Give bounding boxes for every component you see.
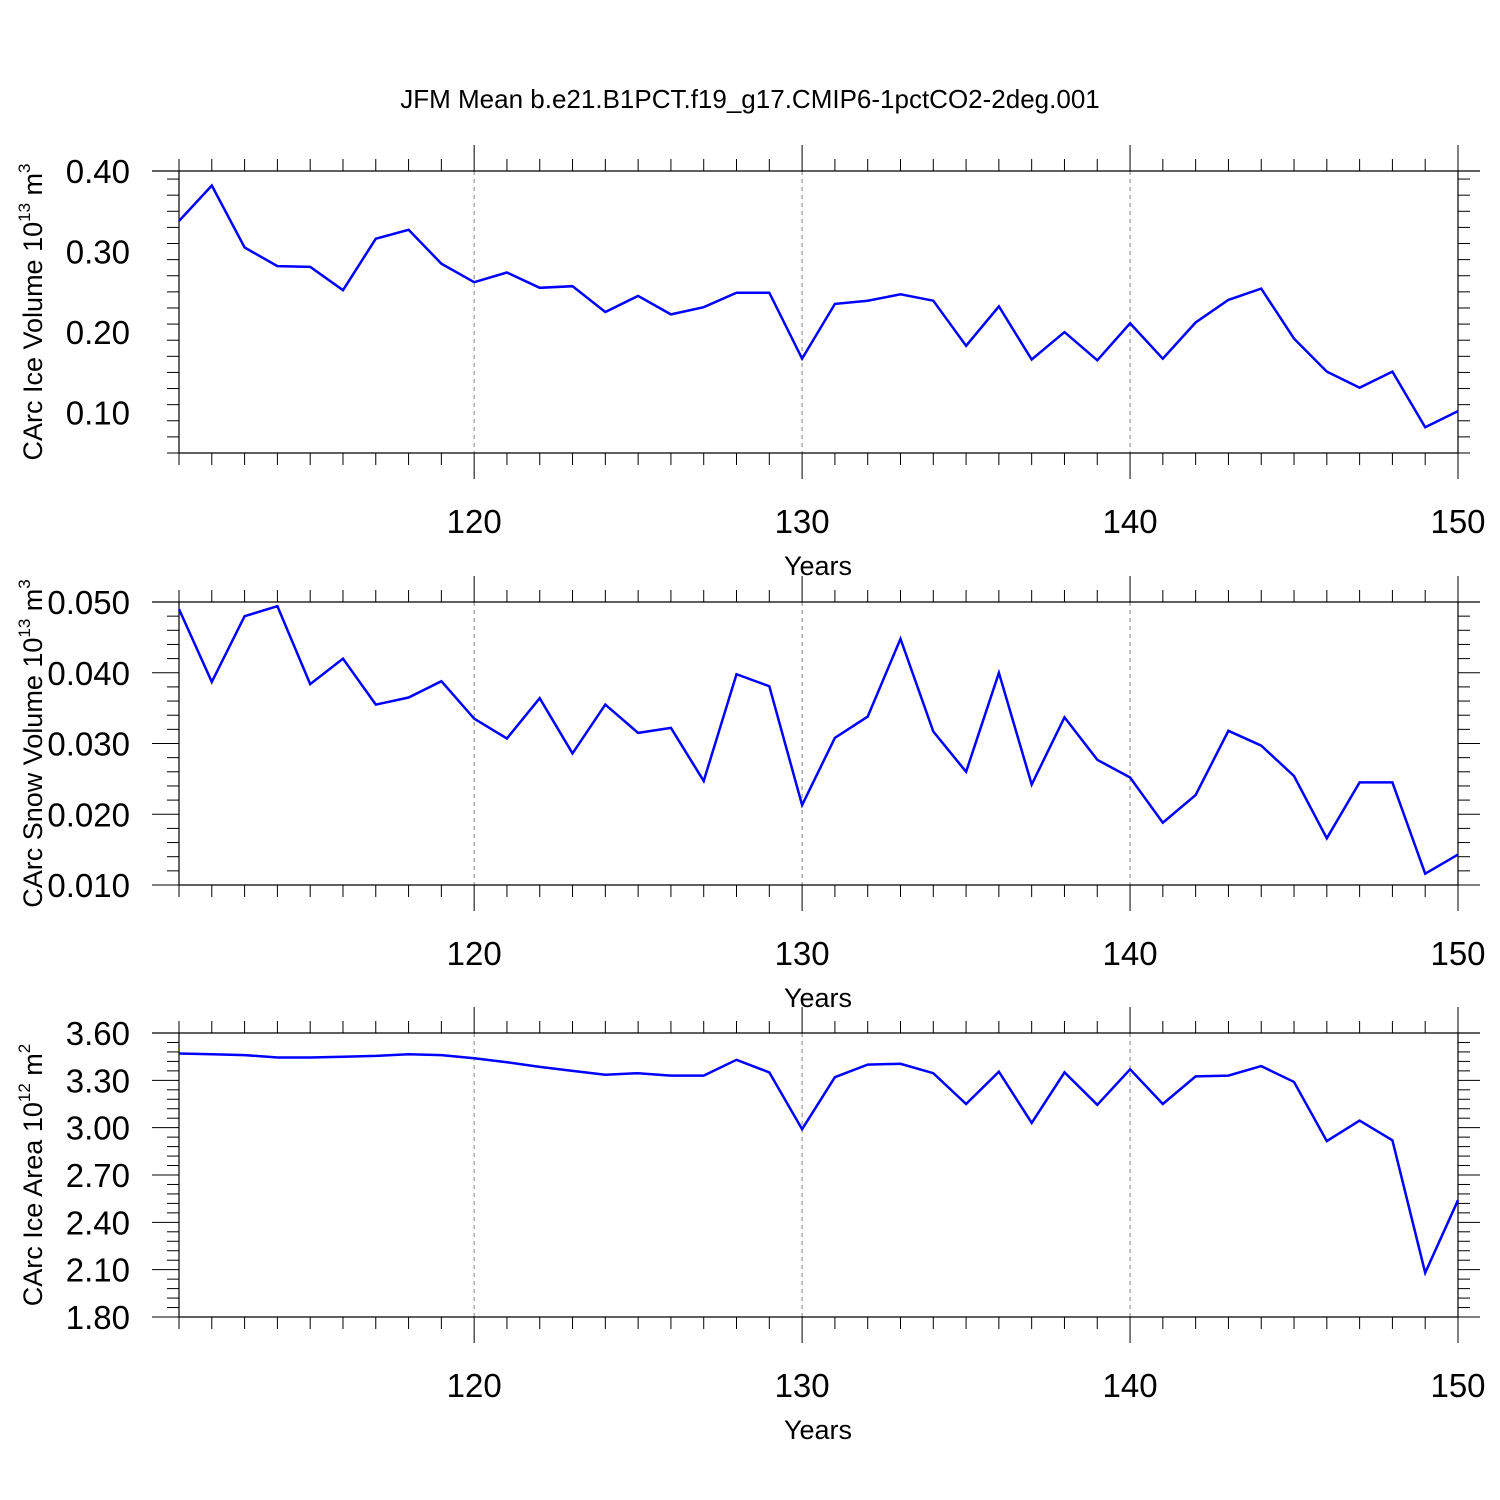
y-tick-label: 3.00	[66, 1110, 130, 1147]
x-tick-label: 150	[1430, 1367, 1485, 1404]
y-axis-title-exponent: 13	[15, 619, 34, 638]
x-tick-label: 130	[775, 503, 830, 540]
y-axis-title-unit: m	[18, 589, 48, 619]
y-tick-label: 3.30	[66, 1062, 130, 1099]
x-tick-label: 140	[1103, 935, 1158, 972]
y-tick-label: 2.40	[66, 1204, 130, 1241]
y-axis-title-unit: m	[18, 173, 48, 203]
x-tick-label: 150	[1430, 503, 1485, 540]
y-tick-label: 0.30	[66, 234, 130, 271]
y-axis-title: CArc Ice Volume 1013 m3	[15, 163, 48, 460]
panel-1: 0.10 0.20 0.30 0.40 120 130 140 150 Years CArc Ic…	[15, 145, 1486, 581]
y-tick-label: 0.020	[47, 796, 130, 833]
x-axis-title: Years	[784, 551, 852, 581]
y-tick-label: 0.040	[47, 655, 130, 692]
y-tick-label: 2.70	[66, 1157, 130, 1194]
x-axis-title: Years	[784, 983, 852, 1013]
y-axis-title-exponent: 12	[15, 1083, 34, 1102]
panel-2: 0.010 0.020 0.030 0.040 0.050 120 130 140 150 Yea…	[15, 576, 1486, 1013]
y-tick-label: 0.030	[47, 726, 130, 763]
chart-title: JFM Mean b.e21.B1PCT.f19_g17.CMIP6-1pctC…	[400, 84, 1100, 114]
y-axis-title-exponent: 13	[15, 203, 34, 222]
y-tick-label: 0.10	[66, 395, 130, 432]
series-line	[178, 1052, 1460, 1277]
y-tick-label: 2.10	[66, 1252, 130, 1289]
y-tick-label: 0.050	[47, 584, 130, 621]
series-line	[177, 604, 1459, 876]
y-tick-label: 3.60	[66, 1015, 130, 1052]
y-tick-label: 0.20	[66, 314, 130, 351]
x-tick-label: 140	[1103, 503, 1158, 540]
y-axis-title-unit-exponent: 3	[15, 579, 34, 588]
y-axis-title-unit: m	[18, 1053, 48, 1083]
y-axis-title: CArc Snow Volume 1013 m3	[15, 579, 48, 908]
panel-3: 1.80 2.10 2.40 2.70 3.00 3.30 3.60 120 130 140 150…	[15, 1007, 1486, 1445]
y-tick-label: 1.80	[66, 1299, 130, 1336]
x-tick-label: 130	[775, 935, 830, 972]
x-axis-title: Years	[784, 1415, 852, 1445]
series-line	[178, 183, 1459, 429]
x-tick-label: 120	[447, 1367, 502, 1404]
x-tick-label: 150	[1430, 935, 1485, 972]
y-axis-title-unit-exponent: 3	[15, 163, 34, 172]
x-tick-label: 130	[775, 1367, 830, 1404]
y-axis-title-text: CArc Snow Volume 10	[18, 638, 48, 908]
y-axis-title-unit-exponent: 2	[15, 1044, 34, 1053]
y-axis-title-text: CArc Ice Volume 10	[18, 222, 48, 461]
y-axis-title: CArc Ice Area 1012 m2	[15, 1044, 48, 1307]
x-tick-label: 140	[1103, 1367, 1158, 1404]
x-tick-label: 120	[447, 935, 502, 972]
y-tick-label: 0.40	[66, 153, 130, 190]
y-tick-label: 0.010	[47, 867, 130, 904]
y-axis-title-text: CArc Ice Area 10	[18, 1102, 48, 1306]
x-tick-label: 120	[447, 503, 502, 540]
